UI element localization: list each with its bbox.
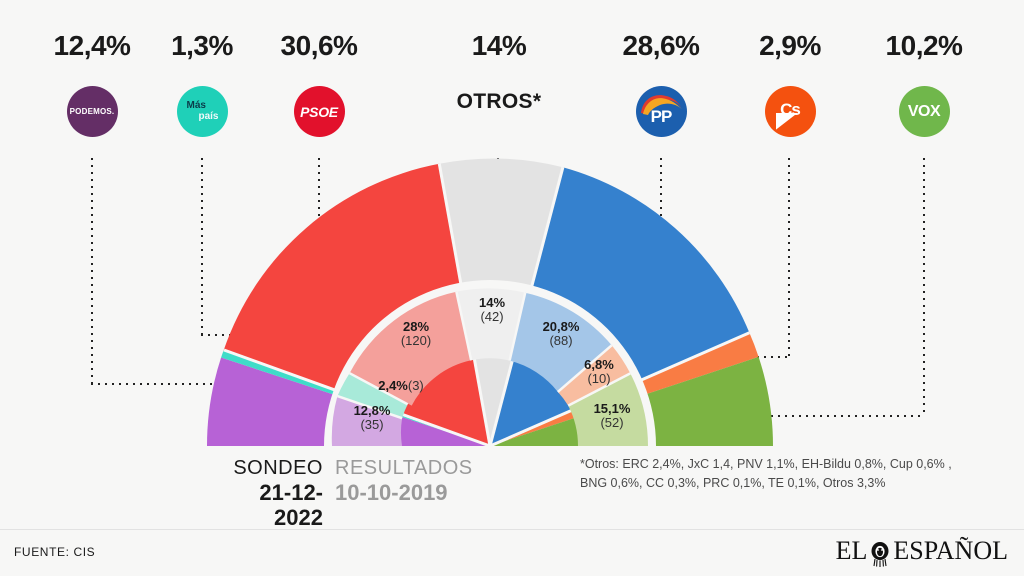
bottom-legend-resultados: RESULTADOS 10-10-2019 bbox=[335, 457, 495, 505]
pp-logo-text: PP bbox=[650, 107, 673, 126]
inner-slice-psoe bbox=[349, 291, 472, 406]
inner-ring-separators bbox=[336, 291, 631, 420]
legend-column-cs: 2,9% Cs bbox=[710, 32, 870, 137]
legend-column-vox: 10,2% VOX bbox=[844, 32, 1004, 137]
inner-label-otros-seats: (42) bbox=[480, 308, 504, 324]
inner-label-psoe-seats: (120) bbox=[400, 332, 432, 348]
inner-label-psoe-pct: 28% bbox=[402, 319, 430, 334]
legend-column-psoe: 30,6% PSOE bbox=[239, 32, 399, 137]
inner-label-mas-pais: 2,4%(3) bbox=[346, 378, 456, 395]
otros-pct: 14% bbox=[471, 30, 527, 61]
vox-logo: VOX bbox=[898, 86, 950, 137]
podemos-logo: PODEMOS. bbox=[66, 86, 118, 137]
mas-pais-pct: 1,3% bbox=[171, 30, 233, 61]
pp-pct: 28,6% bbox=[622, 30, 700, 61]
cs-pct: 2,9% bbox=[759, 30, 821, 61]
inner-label-podemos: 12,8% (35) bbox=[332, 404, 412, 431]
bottom-legend: SONDEO 21-12-2022 RESULTADOS 10-10-2019 bbox=[213, 457, 495, 531]
inner-label-psoe: 28% (120) bbox=[376, 320, 456, 347]
podemos-logo-text: PODEMOS. bbox=[69, 106, 115, 116]
leader-vox-vertical bbox=[923, 158, 925, 416]
inner-label-podemos-seats: (35) bbox=[360, 416, 384, 432]
vox-logo-text: VOX bbox=[907, 102, 941, 120]
mas-pais-logo-line1: Más bbox=[186, 100, 206, 111]
psoe-logo: PSOE bbox=[293, 86, 345, 137]
leader-psoe-vertical bbox=[318, 158, 320, 248]
ciudadanos-logo: Cs bbox=[764, 86, 816, 137]
vox-pct: 10,2% bbox=[885, 30, 963, 61]
leader-maspais-horizontal bbox=[201, 334, 257, 336]
lion-icon bbox=[869, 541, 891, 567]
legend-column-mas-pais: 1,3% Más país bbox=[122, 32, 282, 137]
sondeo-date: 21-12-2022 bbox=[259, 480, 323, 531]
podemos-pct: 12,4% bbox=[53, 30, 131, 61]
leader-podemos-vertical bbox=[91, 158, 93, 384]
mas-pais-logo-line2: país bbox=[198, 111, 219, 122]
leader-podemos-horizontal bbox=[91, 383, 225, 385]
inner-label-vox-seats: (52) bbox=[600, 414, 624, 430]
inner-slice-otros bbox=[456, 288, 526, 361]
inner-label-vox: 15,1% (52) bbox=[572, 402, 652, 429]
inner-label-cs-pct: 6,8% bbox=[584, 357, 614, 372]
inner-label-mas-pais-seats: (3) bbox=[407, 378, 424, 393]
sondeo-title: SONDEO bbox=[233, 457, 323, 479]
mas-pais-logo: Más país bbox=[176, 86, 228, 137]
pp-logo: PP bbox=[635, 86, 687, 137]
resultados-title: RESULTADOS bbox=[335, 457, 473, 479]
resultados-date: 10-10-2019 bbox=[335, 480, 448, 505]
footer-bar: FUENTE: CIS EL bbox=[0, 529, 1024, 576]
legend-column-podemos: 12,4% PODEMOS. bbox=[12, 32, 172, 137]
leader-pp-vertical bbox=[660, 158, 662, 250]
legend-column-pp: 28,6% PP bbox=[581, 32, 741, 137]
bottom-legend-sondeo: SONDEO 21-12-2022 bbox=[213, 457, 323, 531]
inner-label-otros: 14% (42) bbox=[452, 296, 532, 323]
brand-text-right: ESPAÑOL bbox=[893, 536, 1008, 565]
brand-text-left: EL bbox=[835, 536, 868, 565]
inner-label-pp-seats: (88) bbox=[549, 332, 573, 348]
psoe-logo-text: PSOE bbox=[300, 103, 338, 120]
legend-column-otros: 14% OTROS* bbox=[419, 32, 579, 114]
inner-label-otros-pct: 14% bbox=[478, 295, 506, 310]
inner-label-cs-seats: (10) bbox=[587, 370, 611, 386]
psoe-pct: 30,6% bbox=[280, 30, 358, 61]
inner-ring-resultados-2019 bbox=[331, 288, 648, 446]
inner-label-pp-pct: 20,8% bbox=[542, 319, 580, 334]
leader-cs-vertical bbox=[788, 158, 790, 357]
brand-logo: EL ESPAÑOL bbox=[835, 536, 1008, 567]
inner-slice-vox bbox=[568, 373, 648, 446]
inner-label-pp: 20,8% (88) bbox=[521, 320, 601, 347]
cs-logo-text: Cs bbox=[780, 100, 801, 119]
inner-slice-podemos bbox=[331, 396, 403, 446]
source-label: FUENTE: CIS bbox=[14, 545, 96, 559]
leader-maspais-vertical bbox=[201, 158, 203, 335]
pp-swoosh-icon bbox=[640, 95, 682, 115]
inner-slice-mas-pais bbox=[337, 373, 408, 419]
inner-label-cs: 6,8% (10) bbox=[563, 358, 635, 385]
inner-label-mas-pais-pct: 2,4% bbox=[378, 378, 408, 393]
inner-slice-cs bbox=[557, 345, 631, 406]
inner-label-podemos-pct: 12,8% bbox=[353, 403, 391, 418]
otros-footnote: *Otros: ERC 2,4%, JxC 1,4, PNV 1,1%, EH-… bbox=[580, 457, 952, 490]
inner-label-vox-pct: 15,1% bbox=[593, 401, 631, 416]
leader-vox-horizontal bbox=[743, 415, 924, 417]
otros-label: OTROS* bbox=[456, 90, 542, 113]
